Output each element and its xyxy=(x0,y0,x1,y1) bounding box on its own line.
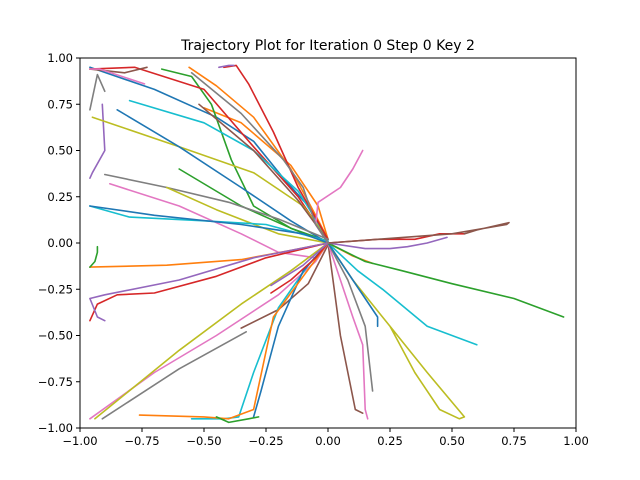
trajectory-line xyxy=(327,242,369,420)
trajectory-line xyxy=(89,103,106,179)
y-tick-label: 0.00 xyxy=(47,236,73,250)
y-tick-label: −0.25 xyxy=(38,282,73,296)
x-axis: −1.00 −0.75 −0.50 −0.25 0.00 0.25 0.50 0.75 1.00 xyxy=(62,428,589,448)
trajectory-line xyxy=(198,103,329,242)
trajectory-line xyxy=(327,242,379,328)
x-tick-label: −0.75 xyxy=(124,434,159,448)
trajectory-line xyxy=(215,416,260,424)
x-tick-label: −0.50 xyxy=(186,434,221,448)
trajectory-line xyxy=(327,236,448,250)
y-tick-label: −0.75 xyxy=(38,375,73,389)
trajectory-line xyxy=(89,245,99,268)
x-tick-label: −1.00 xyxy=(62,434,97,448)
trajectory-line xyxy=(116,109,329,244)
trajectory-line xyxy=(89,68,146,85)
trajectory-lines xyxy=(89,64,565,424)
x-tick-label: 0.50 xyxy=(439,434,465,448)
x-tick-label: 0.00 xyxy=(315,434,341,448)
trajectory-line xyxy=(218,64,235,69)
x-tick-label: 0.75 xyxy=(501,434,527,448)
trajectory-line xyxy=(89,73,106,111)
trajectory-line xyxy=(327,242,466,420)
y-axis: 1.00 0.75 0.50 0.25 0.00 −0.25 −0.50 −0.75 −1.00 xyxy=(38,51,80,435)
trajectory-line xyxy=(327,242,478,346)
trajectory-line xyxy=(101,330,247,420)
trajectory-line xyxy=(166,186,329,244)
y-tick-label: −1.00 xyxy=(38,421,73,435)
y-tick-label: 0.75 xyxy=(47,97,73,111)
x-tick-label: 0.25 xyxy=(377,434,403,448)
x-tick-label: 1.00 xyxy=(563,434,589,448)
y-tick-label: 1.00 xyxy=(47,51,73,65)
trajectory-line xyxy=(138,242,329,420)
trajectory-line xyxy=(89,242,329,322)
trajectory-line xyxy=(240,244,329,329)
trajectory-line xyxy=(327,242,364,415)
trajectory-line xyxy=(327,242,374,392)
trajectory-line xyxy=(89,205,329,244)
y-tick-label: 0.50 xyxy=(47,144,73,158)
y-tick-label: −0.50 xyxy=(38,329,73,343)
trajectory-line xyxy=(270,242,329,287)
trajectory-line xyxy=(104,173,329,241)
trajectory-line xyxy=(327,221,510,244)
trajectory-line xyxy=(188,66,329,241)
trajectory-line xyxy=(89,66,329,242)
y-tick-label: 0.25 xyxy=(47,190,73,204)
x-tick-label: −0.25 xyxy=(248,434,283,448)
chart-title: Trajectory Plot for Iteration 0 Step 0 K… xyxy=(180,38,475,54)
trajectory-line xyxy=(91,116,329,241)
trajectory-line xyxy=(327,242,565,318)
trajectory-line xyxy=(89,242,329,322)
trajectory-line xyxy=(94,242,329,420)
trajectory-line xyxy=(190,72,329,244)
trajectory-line xyxy=(270,242,329,294)
